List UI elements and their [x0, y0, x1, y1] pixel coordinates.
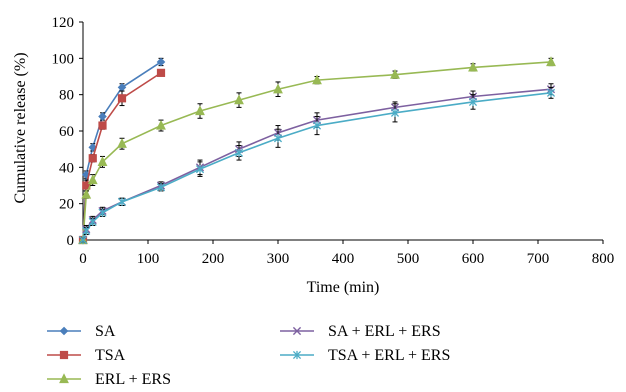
- x-tick-label: 800: [592, 251, 615, 267]
- point-marker: [546, 88, 556, 97]
- point-marker: [156, 183, 166, 192]
- x-tick-label: 400: [332, 251, 355, 267]
- series-line: [82, 61, 552, 241]
- point-marker: [98, 112, 107, 121]
- point-marker: [59, 326, 69, 336]
- x-axis-label: Time (min): [307, 279, 380, 296]
- point-marker: [117, 197, 127, 206]
- point-marker: [312, 121, 322, 130]
- legend: SA TSA ERL + ERS SA + ERL + ERS TSA + ERL + …: [47, 323, 450, 388]
- y-tick-label: 0: [67, 233, 75, 249]
- series-sa: [78, 57, 166, 245]
- point-marker: [273, 134, 283, 143]
- y-axis-label: Cumulative release (%): [12, 52, 29, 203]
- point-marker: [98, 208, 107, 217]
- legend-label: TSA: [95, 347, 126, 364]
- point-marker: [156, 119, 166, 130]
- x-tick-label: 100: [137, 251, 160, 267]
- legend-label: SA: [95, 323, 116, 340]
- series-layer: [78, 56, 556, 245]
- point-marker: [234, 94, 244, 105]
- point-marker: [195, 105, 205, 116]
- y-tick-label: 60: [59, 124, 74, 140]
- point-marker: [292, 326, 302, 336]
- series-line: [82, 88, 552, 241]
- x-tick-label: 500: [397, 251, 420, 267]
- point-marker: [468, 97, 478, 107]
- point-marker: [88, 217, 97, 226]
- point-marker: [234, 148, 244, 157]
- point-marker: [546, 56, 556, 67]
- point-marker: [87, 174, 98, 185]
- legend-item: SA: [47, 323, 116, 340]
- x-tick-label: 300: [267, 251, 290, 267]
- legend-item: TSA + ERL + ERS: [280, 347, 450, 364]
- y-tick-label: 80: [59, 88, 74, 104]
- legend-label: TSA + ERL + ERS: [328, 347, 450, 364]
- point-marker: [156, 68, 166, 77]
- point-marker: [88, 143, 98, 152]
- point-marker: [117, 94, 127, 103]
- y-tick-labels: 0 20 40 60 80 100 120: [52, 15, 75, 249]
- point-marker: [390, 68, 400, 79]
- point-marker: [59, 350, 69, 360]
- point-marker: [312, 74, 322, 85]
- y-tick-label: 20: [59, 197, 74, 213]
- point-marker: [273, 83, 283, 94]
- point-marker: [156, 57, 166, 67]
- legend-label: ERL + ERS: [95, 371, 171, 388]
- series-tsa-erl-ers: [78, 86, 556, 245]
- x-tick-label: 0: [79, 251, 87, 267]
- point-marker: [82, 226, 91, 236]
- point-marker: [78, 235, 88, 245]
- legend-item: ERL + ERS: [47, 371, 171, 388]
- x-tick-label: 600: [462, 251, 485, 267]
- legend-item: SA + ERL + ERS: [280, 323, 441, 340]
- point-marker: [292, 350, 302, 360]
- y-tick-label: 120: [52, 15, 75, 31]
- point-marker: [117, 137, 127, 148]
- y-tick-label: 100: [52, 51, 75, 67]
- point-marker: [390, 108, 400, 117]
- point-marker: [97, 156, 108, 166]
- point-marker: [81, 188, 92, 199]
- x-tick-label: 200: [202, 251, 225, 267]
- x-tick-label: 700: [527, 251, 550, 267]
- point-marker: [59, 373, 69, 384]
- point-marker: [195, 165, 205, 174]
- axes: [79, 21, 604, 244]
- point-marker: [98, 121, 107, 130]
- series-tsa: [78, 68, 166, 245]
- series-erl-ers: [78, 56, 556, 245]
- point-marker: [468, 61, 478, 72]
- point-marker: [88, 154, 97, 163]
- marker-stroke: [292, 326, 302, 336]
- legend-item: TSA: [47, 347, 126, 364]
- x-tick-labels: 0 100 200 300 400 500 600 700 800: [79, 251, 614, 267]
- y-tick-label: 40: [59, 160, 74, 176]
- series-sa-erl-ers: [78, 83, 556, 245]
- legend-label: SA + ERL + ERS: [328, 323, 441, 340]
